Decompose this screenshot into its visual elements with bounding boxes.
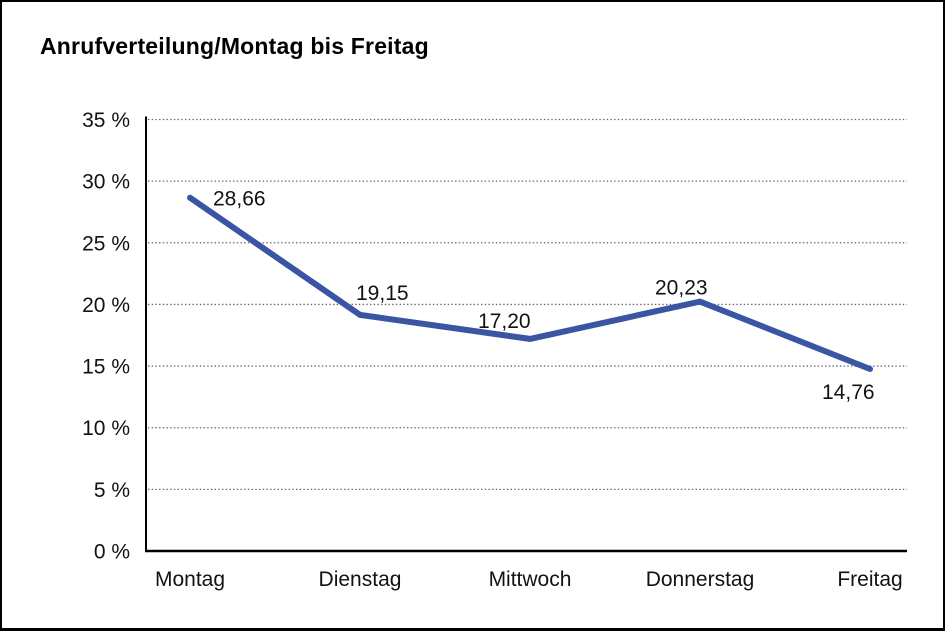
- x-category-label: Mittwoch: [489, 568, 572, 591]
- y-tick-labels: 0 % 5 % 10 % 15 % 20 % 25 % 30 % 35 %: [82, 109, 130, 564]
- data-series: [187, 194, 873, 372]
- data-point-label: 19,15: [356, 282, 409, 305]
- y-tick-label: 15 %: [82, 356, 130, 379]
- y-tick-label: 35 %: [82, 109, 130, 132]
- data-point-label: 14,76: [822, 381, 875, 404]
- data-point-label: 28,66: [213, 188, 266, 211]
- y-tick-label: 0 %: [94, 541, 130, 564]
- x-category-label: Montag: [155, 568, 225, 591]
- y-tick-label: 20 %: [82, 294, 130, 317]
- y-tick-label: 30 %: [82, 171, 130, 194]
- y-tick-label: 10 %: [82, 417, 130, 440]
- y-tick-label: 25 %: [82, 232, 130, 255]
- gridlines: [148, 118, 907, 491]
- y-tick-label: 5 %: [94, 479, 130, 502]
- chart-title: Anrufverteilung/Montag bis Freitag: [40, 33, 429, 59]
- x-category-label: Donnerstag: [646, 568, 755, 591]
- data-line: [187, 194, 873, 372]
- axes: [145, 116, 907, 553]
- x-category-label: Freitag: [837, 568, 902, 591]
- x-category-labels: Montag Dienstag Mittwoch Donnerstag Freitag: [155, 568, 903, 591]
- data-point-label: 20,23: [655, 277, 708, 300]
- x-category-label: Dienstag: [319, 568, 402, 591]
- data-point-labels: 28,66 19,15 17,20 20,23 14,76: [213, 188, 875, 404]
- data-point-label: 17,20: [478, 310, 531, 333]
